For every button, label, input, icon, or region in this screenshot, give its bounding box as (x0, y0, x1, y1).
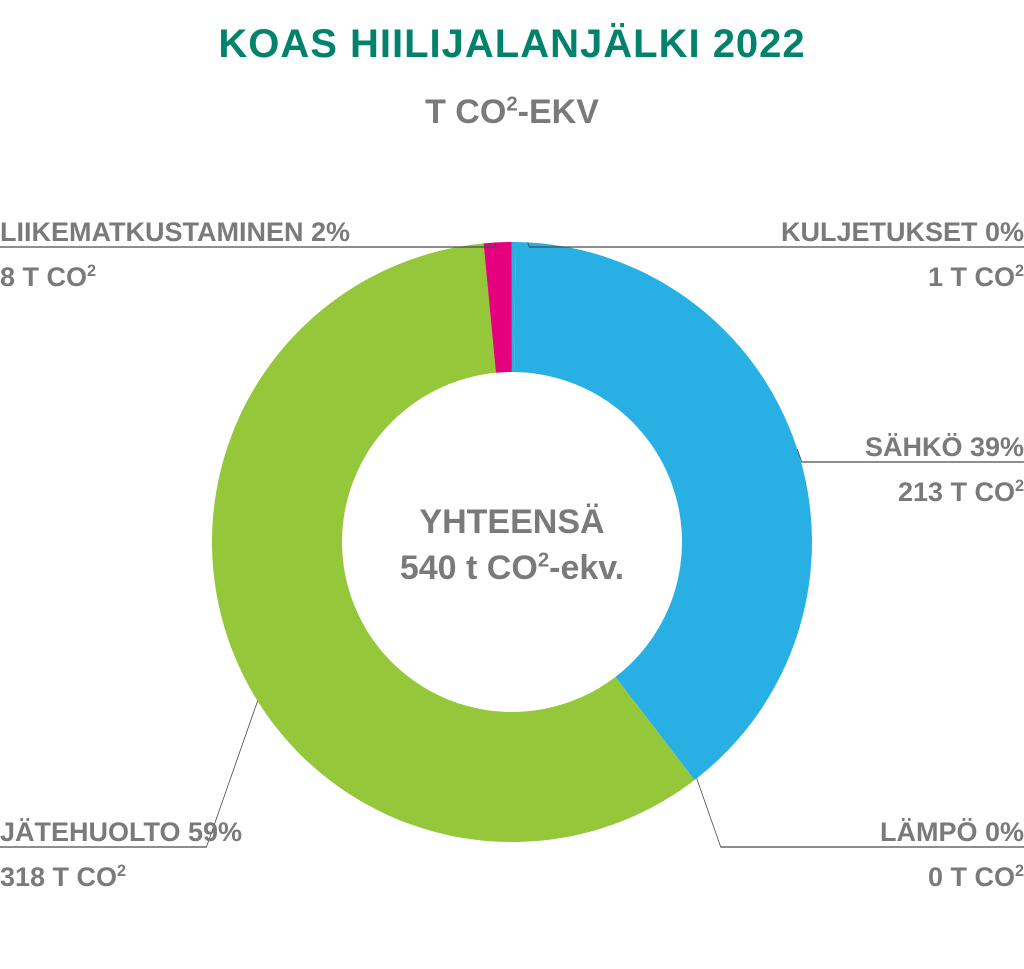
center-total-label: YHTEENSÄ 540 t CO2-ekv. (342, 500, 682, 592)
label-sahko-val: 213 T CO2 (865, 477, 1024, 508)
label-lampo: LÄMPÖ 0% 0 T CO2 (880, 817, 1024, 893)
chart-title: KOAS HIILIJALANJÄLKI 2022 (0, 22, 1024, 67)
chart-subtitle: T CO2-EKV (0, 93, 1024, 132)
center-line1: YHTEENSÄ (342, 500, 682, 546)
label-kuljetukset: KULJETUKSET 0% 1 T CO2 (781, 217, 1024, 293)
subtitle-sup: 2 (506, 94, 517, 116)
label-liikematkustaminen: LIIKEMATKUSTAMINEN 2% 8 T CO2 (0, 217, 350, 293)
label-liikematkustaminen-pct: LIIKEMATKUSTAMINEN 2% (0, 217, 350, 248)
donut-chart: YHTEENSÄ 540 t CO2-ekv. KULJETUKSET 0% 1 … (0, 162, 1024, 952)
label-kuljetukset-val: 1 T CO2 (781, 262, 1024, 293)
label-sahko: SÄHKÖ 39% 213 T CO2 (865, 432, 1024, 508)
label-jatehuolto-pct: JÄTEHUOLTO 59% (0, 817, 242, 848)
label-kuljetukset-pct: KULJETUKSET 0% (781, 217, 1024, 248)
subtitle-after: -EKV (518, 93, 599, 131)
label-jatehuolto: JÄTEHUOLTO 59% 318 T CO2 (0, 817, 242, 893)
label-liikematkustaminen-val: 8 T CO2 (0, 262, 350, 293)
subtitle-before: T CO (425, 93, 506, 131)
label-lampo-pct: LÄMPÖ 0% (880, 817, 1024, 848)
label-jatehuolto-val: 318 T CO2 (0, 862, 242, 893)
label-sahko-pct: SÄHKÖ 39% (865, 432, 1024, 463)
chart-title-text: KOAS HIILIJALANJÄLKI 2022 (218, 22, 805, 66)
center-line2: 540 t CO2-ekv. (342, 546, 682, 592)
label-lampo-val: 0 T CO2 (880, 862, 1024, 893)
